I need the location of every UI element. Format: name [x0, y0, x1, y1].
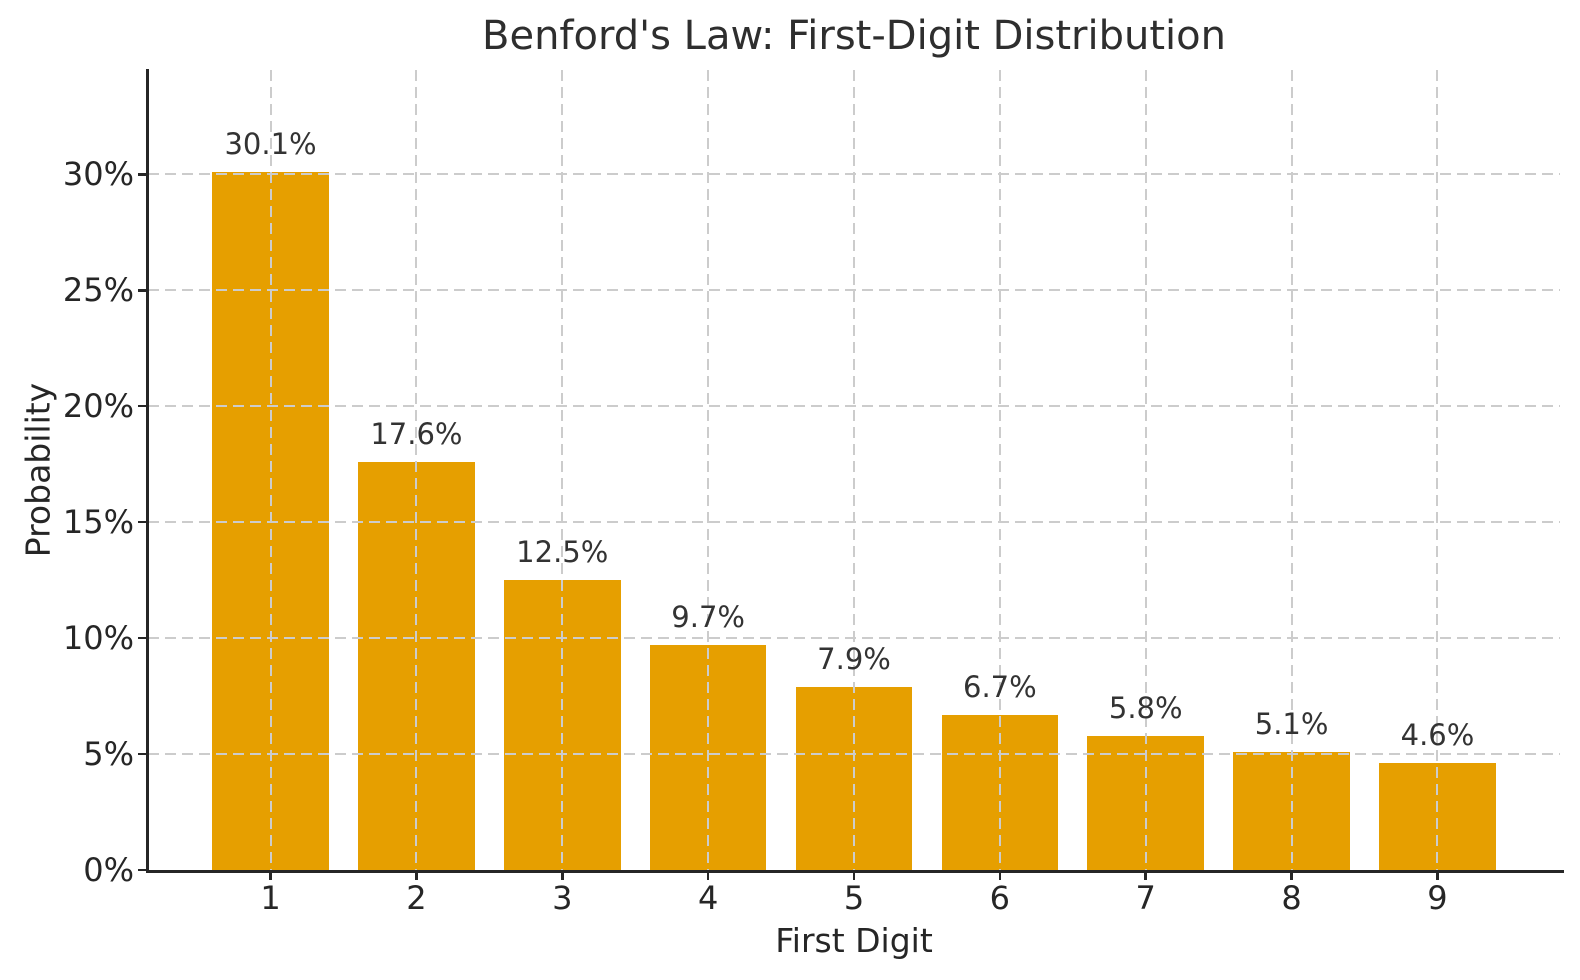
- vertical-gridline: [269, 70, 272, 870]
- y-tick-label: 30%: [62, 155, 134, 194]
- x-tick-mark: [852, 871, 856, 880]
- x-tick-label: 4: [697, 879, 719, 917]
- chart-title: Benford's Law: First-Digit Distribution: [482, 13, 1226, 59]
- x-tick-label: 2: [406, 879, 427, 917]
- bar-value-label: 7.9%: [817, 641, 891, 676]
- x-tick-mark: [998, 871, 1002, 880]
- x-tick-mark: [561, 871, 564, 880]
- bar-value-label: 5.1%: [1254, 706, 1329, 741]
- vertical-gridline: [415, 70, 418, 870]
- y-axis-spine: [146, 69, 149, 872]
- vertical-gridline: [707, 70, 710, 870]
- vertical-gridline: [853, 70, 855, 870]
- vertical-gridline: [1144, 70, 1147, 870]
- bar-value-label: 5.8%: [1108, 690, 1183, 725]
- x-tick-mark: [269, 871, 272, 880]
- y-tick-label: 20%: [62, 387, 134, 426]
- y-tick-label: 0%: [83, 851, 134, 889]
- bar-value-label: 9.7%: [671, 600, 745, 635]
- y-tick-label: 5%: [83, 735, 134, 774]
- y-tick-mark: [138, 636, 146, 640]
- vertical-gridline: [1290, 70, 1293, 870]
- y-tick-mark: [138, 752, 146, 756]
- x-tick-mark: [1290, 871, 1293, 880]
- x-tick-label: 9: [1427, 879, 1448, 917]
- x-tick-label: 8: [1281, 879, 1302, 917]
- x-tick-mark: [1436, 871, 1439, 880]
- x-tick-mark: [1144, 871, 1147, 880]
- x-tick-label: 1: [260, 879, 281, 917]
- x-axis-spine: [146, 870, 1564, 873]
- bar-value-label: 6.7%: [963, 669, 1037, 704]
- y-tick-mark: [138, 868, 146, 872]
- x-tick-label: 6: [989, 879, 1011, 917]
- x-tick-label: 5: [843, 879, 865, 917]
- x-tick-mark: [706, 871, 710, 880]
- vertical-gridline: [561, 70, 564, 870]
- x-tick-label: 3: [552, 879, 573, 917]
- bar-value-label: 4.6%: [1400, 718, 1475, 753]
- vertical-gridline: [998, 70, 1001, 870]
- y-tick-mark: [138, 289, 146, 292]
- y-tick-label: 10%: [62, 619, 134, 658]
- plot-area: 0% 5% 10% 15% 20% 25% 30% 30.1% 1 17.6% 2 12.5% 3 9.7…: [63, 70, 1560, 914]
- bar-value-label: 12.5%: [516, 535, 609, 570]
- x-axis-label: First Digit: [775, 921, 933, 960]
- x-tick-label: 7: [1135, 879, 1156, 917]
- y-tick-label: 15%: [62, 503, 134, 542]
- y-tick-mark: [138, 404, 146, 408]
- y-tick-mark: [138, 173, 146, 176]
- y-tick-mark: [138, 520, 146, 524]
- x-tick-mark: [415, 871, 418, 880]
- vertical-gridline: [1436, 70, 1439, 870]
- bar-value-label: 17.6%: [370, 416, 463, 451]
- y-tick-label: 25%: [62, 271, 134, 310]
- bar-value-label: 30.1%: [224, 127, 317, 162]
